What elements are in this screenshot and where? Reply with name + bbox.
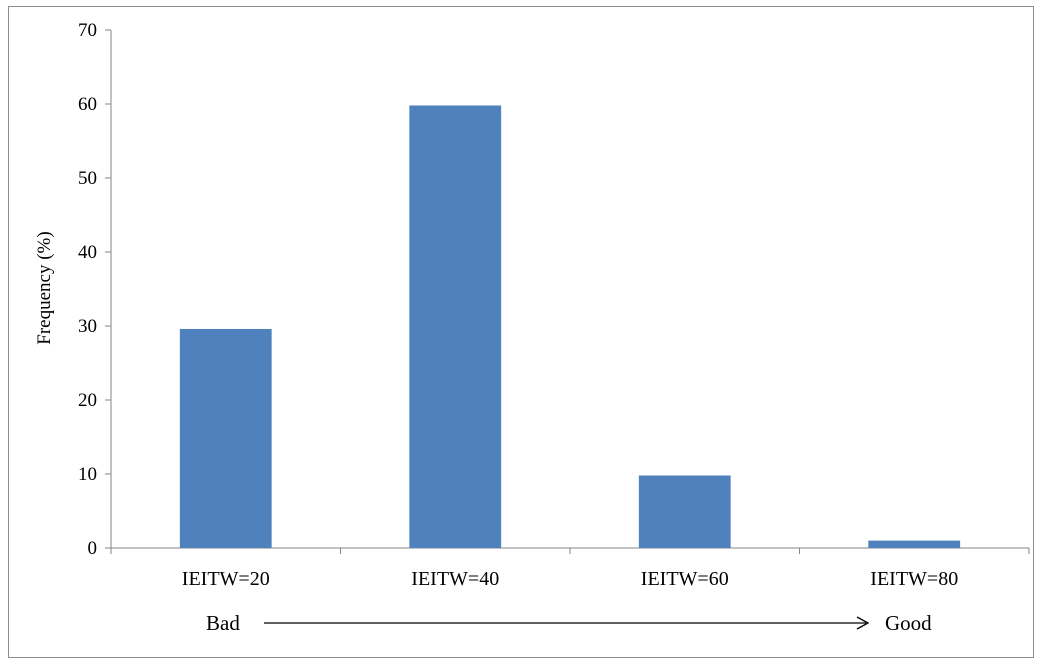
quality-scale: Bad Good [206, 611, 932, 635]
scale-label-bad: Bad [206, 611, 240, 635]
bar-ieitw-80 [868, 540, 961, 548]
x-axis [110, 547, 1030, 554]
x-tick-label: IEITW=60 [641, 568, 729, 590]
y-tick-label: 60 [78, 94, 97, 115]
scale-label-good: Good [885, 611, 932, 635]
y-tick-label: 20 [78, 390, 97, 411]
y-tick-label: 30 [78, 316, 97, 337]
x-tick-label: IEITW=20 [182, 568, 270, 590]
y-axis: 0 10 20 30 40 50 60 70 [78, 20, 112, 559]
bar-ieitw-60 [638, 475, 731, 548]
chart-frame [8, 6, 1034, 658]
scale-arrow-head [856, 616, 870, 630]
y-axis-title: Frequency (%) [34, 231, 55, 344]
bars [179, 105, 961, 548]
category-labels: IEITW=20 IEITW=40 IEITW=60 IEITW=80 [182, 568, 958, 590]
x-tick-label: IEITW=40 [411, 568, 499, 590]
bar-ieitw-20 [179, 328, 272, 548]
y-tick-label: 0 [88, 538, 98, 559]
y-tick-label: 10 [78, 464, 97, 485]
x-tick-label: IEITW=80 [870, 568, 958, 590]
y-tick-label: 40 [78, 242, 97, 263]
y-tick-label: 50 [78, 168, 97, 189]
bar-ieitw-40 [409, 105, 502, 548]
y-tick-label: 70 [78, 20, 97, 41]
